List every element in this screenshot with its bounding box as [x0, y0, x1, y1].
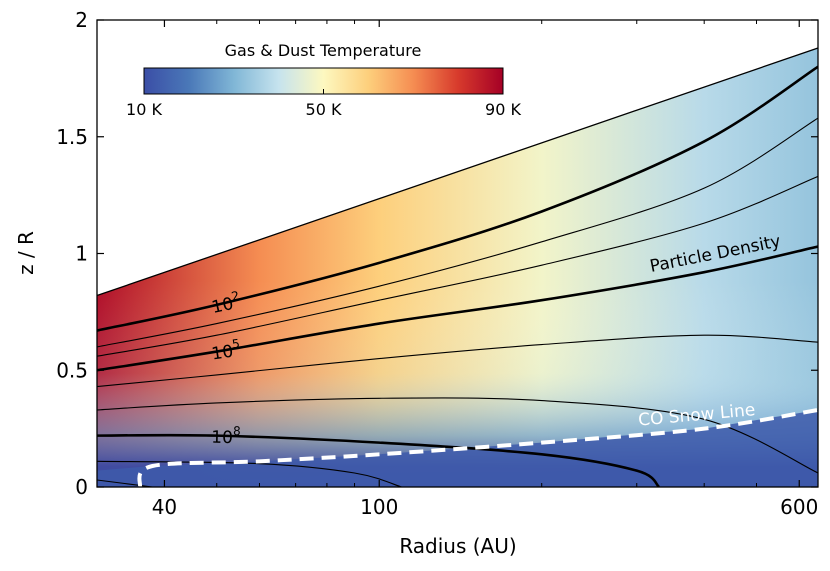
- density-contour-4: [97, 334, 818, 388]
- cold-midplane-region: [97, 48, 818, 488]
- contour-label-0: 102: [209, 288, 243, 318]
- inner-cold-region: [97, 409, 818, 487]
- density-contour-5: [97, 397, 818, 474]
- y-tick-label: 2: [75, 8, 88, 32]
- svg-text:108: 108: [211, 424, 241, 449]
- svg-text:105: 105: [210, 336, 243, 364]
- colorbar-ticks: 10 K 50 K 90 K: [126, 89, 521, 119]
- density-contours: [97, 65, 818, 488]
- colorbar-tick-label: 90 K: [485, 100, 521, 119]
- x-axis-title: Radius (AU): [399, 534, 516, 558]
- x-tick-label: 100: [360, 495, 398, 519]
- density-contour-6: [97, 433, 661, 488]
- disk-surface-line: [96, 47, 819, 297]
- y-tick-label: 0: [75, 475, 88, 499]
- x-tick-label: 600: [780, 495, 818, 519]
- density-contour-0: [97, 65, 818, 332]
- colorbar-tick-label: 10 K: [126, 100, 162, 119]
- svg-text:102: 102: [209, 288, 243, 318]
- co-snow-line: [137, 407, 818, 488]
- contour-label-3: 105: [210, 336, 243, 364]
- colorbar: Gas & Dust Temperature 10 K 50 K 90 K: [126, 41, 521, 119]
- colorbar-tick-label: 50 K: [306, 100, 342, 119]
- y-tick-label: 0.5: [56, 358, 88, 382]
- contour-labels: 102 105 108: [209, 288, 243, 449]
- density-contour-1: [97, 117, 818, 348]
- y-tick-label: 1.5: [56, 125, 88, 149]
- x-tick-label: 40: [152, 495, 177, 519]
- density-contour-7: [97, 460, 402, 488]
- colorbar-title: Gas & Dust Temperature: [225, 41, 422, 60]
- density-contour-2: [97, 175, 818, 357]
- contour-label-6: 108: [211, 424, 241, 449]
- axis-ticks: 40 100 600 0 0.5 1 1.5 2: [56, 8, 818, 519]
- y-axis-title: z / R: [14, 231, 38, 275]
- density-contour-3: [97, 245, 818, 372]
- y-tick-label: 1: [75, 242, 88, 266]
